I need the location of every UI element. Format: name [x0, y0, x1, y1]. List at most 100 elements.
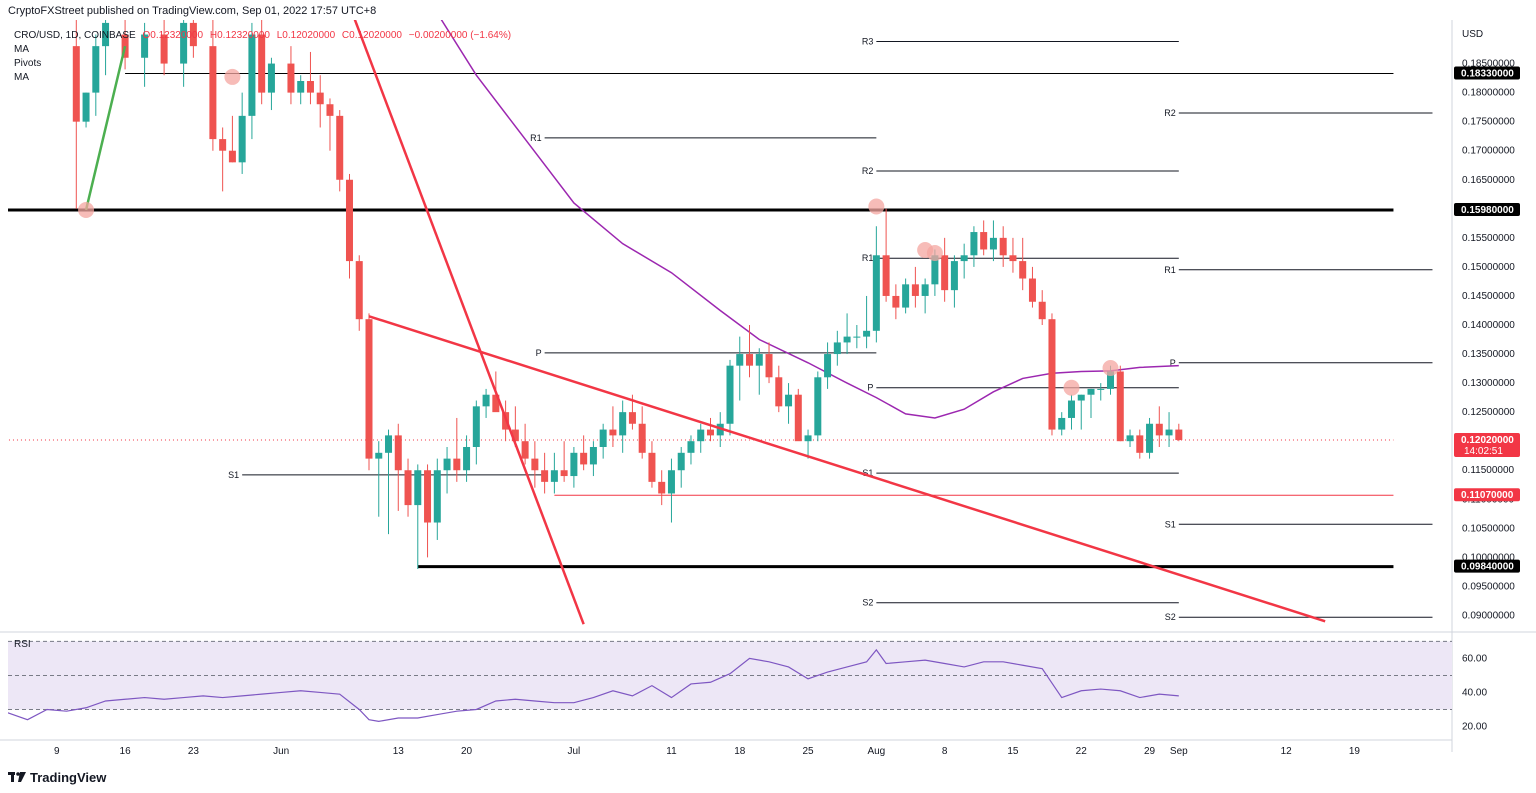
candle-body-34 — [463, 447, 471, 471]
candle-body-31 — [433, 470, 441, 523]
candle-body-90 — [1009, 255, 1017, 262]
candle-body-43 — [550, 470, 558, 482]
candle-body-61 — [726, 365, 734, 424]
change-value: −0.00200000 (−1.64%) — [408, 30, 512, 41]
pivot-label-8: S2 — [862, 598, 873, 608]
price-tick-label-11: 0.13000000 — [1462, 378, 1515, 389]
candle-body-80 — [911, 284, 919, 296]
price-tick-label-7: 0.15000000 — [1462, 262, 1515, 273]
candle-body-83 — [941, 255, 949, 291]
candle-body-94 — [1048, 319, 1056, 430]
candle-body-91 — [1019, 261, 1027, 279]
candle-body-96 — [1067, 400, 1075, 418]
time-tick-label-17: 19 — [1349, 746, 1361, 757]
candle-body-62 — [736, 354, 744, 366]
indicator-pivots[interactable]: Pivots — [14, 58, 42, 69]
candle-body-48 — [599, 429, 607, 447]
price-tick-label-1: 0.18000000 — [1462, 88, 1515, 99]
time-tick-label-11: 8 — [942, 746, 948, 757]
candle-body-84 — [950, 261, 958, 291]
candle-body-97 — [1077, 394, 1085, 401]
price-tick-label-17: 0.10000000 — [1462, 552, 1515, 563]
candle-body-47 — [589, 447, 597, 465]
candle-body-44 — [560, 470, 568, 477]
time-tick-label-3: Jun — [273, 746, 289, 757]
candle-body-71 — [824, 354, 832, 378]
candle-body-56 — [677, 452, 685, 471]
candle-body-39 — [511, 429, 519, 442]
candle-body-54 — [658, 481, 666, 494]
indicator-ma-1[interactable]: MA — [14, 44, 29, 55]
candle-body-89 — [999, 237, 1007, 256]
pivot-label-7: S1 — [862, 468, 873, 478]
candle-body-70 — [814, 377, 822, 436]
candle-body-0 — [72, 46, 80, 122]
candle-body-99 — [1097, 388, 1105, 390]
candle-body-58 — [697, 429, 705, 442]
price-tick-label-4: 0.16500000 — [1462, 175, 1515, 186]
candle-body-50 — [619, 412, 627, 436]
candle-body-29 — [414, 470, 422, 506]
pivot-label-10: R1 — [1164, 265, 1176, 275]
trendline-0 — [353, 20, 585, 625]
candle-body-57 — [687, 441, 695, 453]
price-tick-label-10: 0.13500000 — [1462, 349, 1515, 360]
time-tick-label-9: 25 — [802, 746, 814, 757]
candle-body-28 — [404, 470, 412, 506]
candle-body-106 — [1165, 429, 1173, 436]
low-value: L0.12020000 — [276, 30, 336, 41]
price-tag-4 — [1454, 559, 1520, 573]
chart-header: CryptoFXStreet published on TradingView.… — [0, 0, 1536, 20]
candle-body-17 — [297, 81, 305, 93]
price-tag-label-2: 0.12020000 — [1461, 435, 1514, 446]
candle-body-72 — [833, 342, 841, 355]
indicator-ma-2[interactable]: MA — [14, 72, 29, 83]
time-tick-label-10: Aug — [867, 746, 885, 757]
time-tick-label-6: Jul — [567, 746, 580, 757]
candle-body-82 — [931, 255, 939, 285]
candle-body-74 — [853, 336, 861, 338]
candle-body-33 — [453, 458, 461, 471]
candle-body-78 — [892, 295, 900, 308]
publisher-line: CryptoFXStreet published on TradingView.… — [8, 5, 377, 17]
candle-body-59 — [706, 429, 714, 436]
pivot-label-0: R1 — [530, 133, 542, 143]
rsi-title: RSI — [14, 639, 31, 650]
candle-body-104 — [1146, 423, 1154, 453]
candle-body-40 — [521, 441, 529, 459]
candle-body-2 — [92, 46, 100, 93]
time-tick-label-8: 18 — [734, 746, 746, 757]
candle-body-85 — [960, 255, 968, 262]
rsi-tick-label-1: 40.00 — [1462, 687, 1487, 698]
moving-average-line — [440, 20, 1179, 419]
candle-body-49 — [609, 429, 617, 436]
tradingview-footer[interactable]: TradingView — [8, 770, 106, 785]
price-tag-1 — [1454, 202, 1520, 216]
candle-body-64 — [755, 354, 763, 366]
trendline-1 — [368, 315, 1326, 623]
time-tick-label-4: 13 — [393, 746, 405, 757]
price-tag-0 — [1454, 66, 1520, 80]
price-tick-label-8: 0.14500000 — [1462, 291, 1515, 302]
time-tick-label-5: 20 — [461, 746, 473, 757]
candle-body-36 — [482, 394, 490, 407]
candle-body-22 — [345, 179, 353, 262]
candle-body-53 — [648, 452, 656, 482]
candle-body-37 — [492, 394, 500, 413]
time-tick-label-7: 11 — [666, 746, 677, 757]
candle-body-19 — [316, 92, 324, 105]
price-tick-label-18: 0.09500000 — [1462, 581, 1515, 592]
candle-body-13 — [248, 34, 256, 116]
candle-body-9 — [209, 46, 217, 140]
price-tick-label-12: 0.12500000 — [1462, 407, 1515, 418]
pivot-label-13: S2 — [1165, 612, 1176, 622]
candle-body-12 — [238, 115, 246, 163]
candle-body-1 — [82, 92, 90, 122]
price-tag-3 — [1454, 488, 1520, 502]
pivot-label-9: R2 — [1164, 108, 1176, 118]
time-tick-label-14: 29 — [1144, 746, 1156, 757]
pivot-label-6: P — [867, 383, 873, 393]
price-tag-countdown: 14:02:51 — [1464, 446, 1503, 457]
candle-body-42 — [541, 470, 549, 482]
